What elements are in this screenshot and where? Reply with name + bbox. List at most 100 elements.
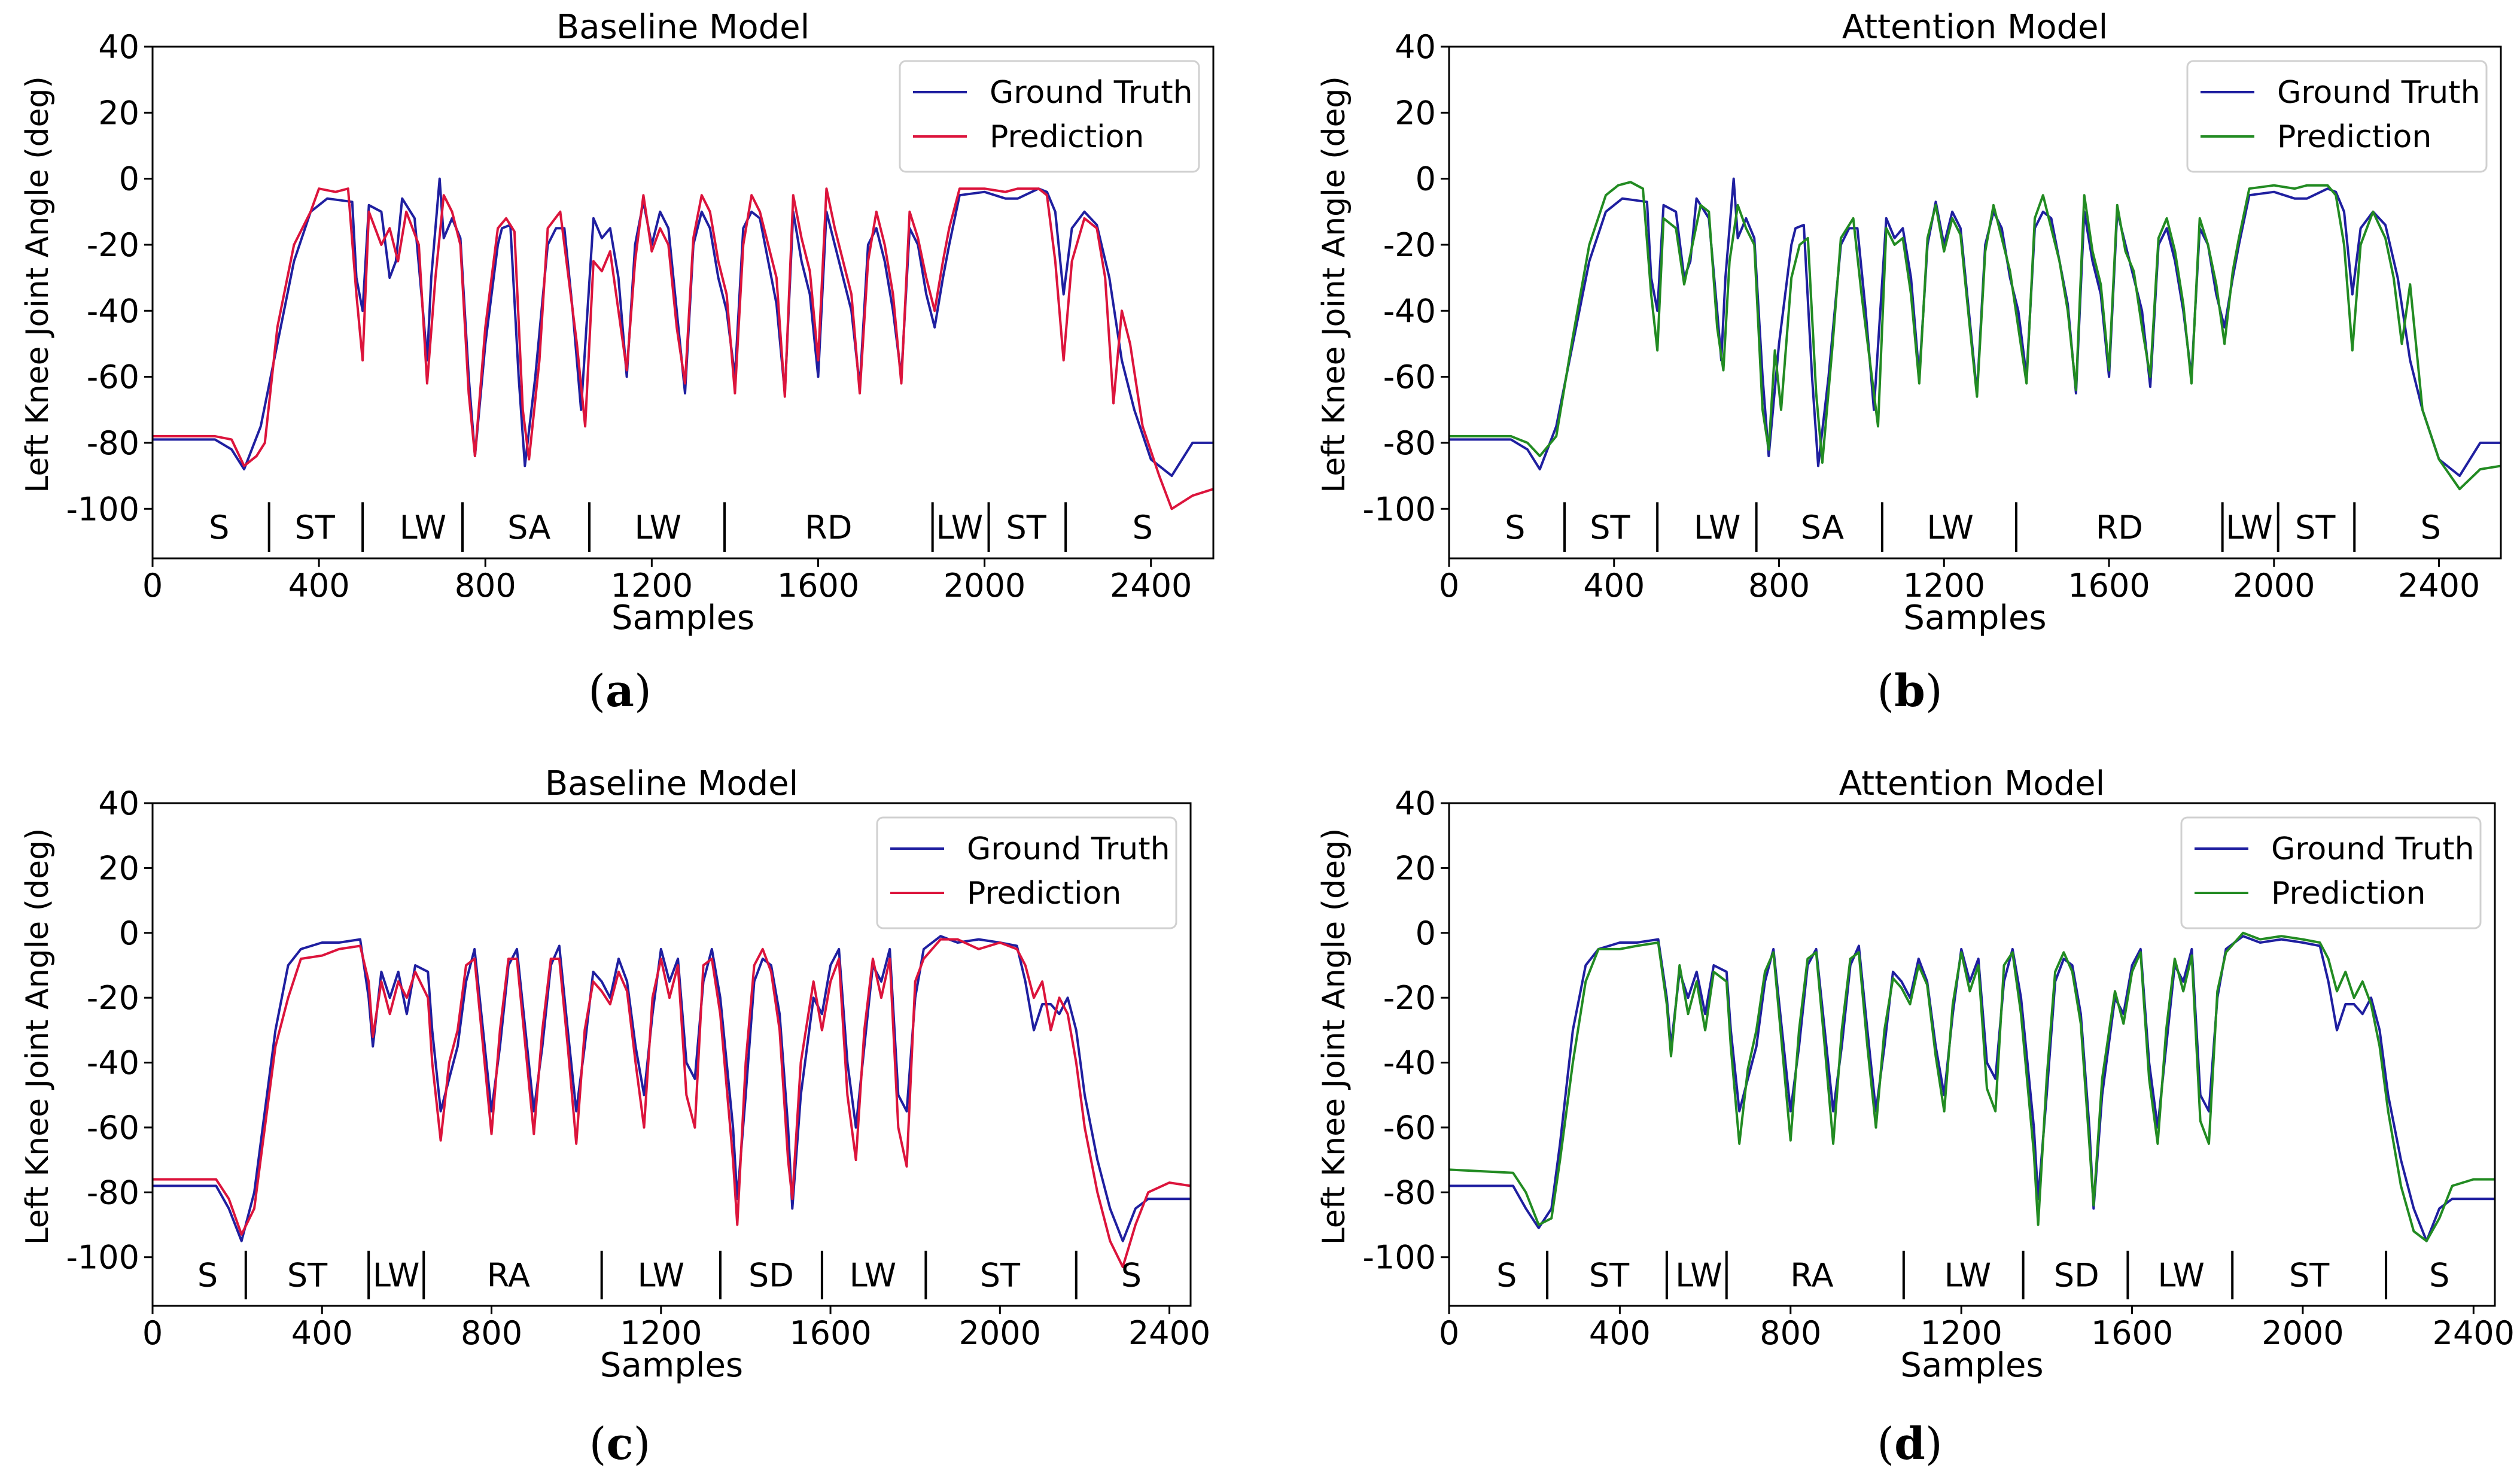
x-tick-label: 2400	[1128, 1314, 1210, 1352]
phase-label: S	[2421, 509, 2441, 546]
phase-label: LW	[635, 509, 682, 546]
y-axis-label: Left Knee Joint Angle (deg)	[1316, 76, 1352, 493]
legend-label: Ground Truth	[2277, 75, 2481, 111]
legend: Ground Truth Prediction	[2186, 60, 2488, 173]
phase-label: LW	[936, 509, 984, 546]
x-tick-label: 2400	[2433, 1314, 2515, 1352]
y-tick-label: -60	[1383, 1109, 1436, 1147]
legend-label: Ground Truth	[990, 75, 1193, 111]
phase-label: SD	[748, 1256, 794, 1294]
series-line-prediction	[153, 187, 1213, 510]
y-tick-label: -40	[1383, 292, 1436, 330]
y-tick-label: -60	[1383, 358, 1436, 396]
legend-label: Ground Truth	[2271, 831, 2475, 867]
x-tick-label: 1200	[1920, 1314, 2002, 1352]
x-tick-label: 800	[455, 567, 516, 604]
x-tick-label: 1600	[2091, 1314, 2173, 1352]
axes-frame	[151, 45, 1215, 560]
y-tick-label: 20	[1395, 94, 1436, 132]
x-tick-label: 1200	[611, 567, 693, 604]
legend-label: Prediction	[2271, 876, 2425, 911]
phase-label: ST	[2295, 509, 2336, 546]
x-tick-label: 400	[288, 567, 350, 604]
series-line-prediction	[153, 938, 1191, 1268]
y-tick-label: 20	[1395, 849, 1436, 887]
chart-title: Attention Model	[1842, 8, 2108, 47]
legend-box	[899, 60, 1200, 173]
panel-label-d: (d)	[1877, 1418, 1943, 1470]
legend: Ground Truth Prediction	[876, 816, 1177, 929]
phase-label: ST	[2289, 1256, 2330, 1294]
phase-label: SD	[2054, 1256, 2099, 1294]
panel-label-a: (a)	[588, 665, 652, 717]
legend-label: Prediction	[2277, 119, 2431, 155]
x-tick-label: 0	[142, 567, 163, 604]
y-axis-label: Left Knee Joint Angle (deg)	[20, 76, 56, 493]
x-tick-label: 0	[1439, 567, 1459, 604]
phase-label: RD	[2096, 509, 2143, 546]
axes-frame	[151, 802, 1192, 1307]
phase-label: ST	[980, 1256, 1021, 1294]
x-tick-label: 1600	[789, 1314, 871, 1352]
legend: Ground Truth Prediction	[2180, 816, 2482, 929]
y-tick-label: -100	[1362, 1239, 1436, 1277]
legend-label: Ground Truth	[967, 831, 1170, 867]
phase-label: S	[2429, 1256, 2449, 1294]
phase-label: LW	[373, 1256, 420, 1294]
x-axis-label: Samples	[1903, 598, 2046, 637]
phase-label: LW	[850, 1256, 897, 1294]
x-axis-label: Samples	[1900, 1346, 2043, 1385]
y-tick-label: 40	[1395, 28, 1436, 66]
phase-label: LW	[1694, 509, 1741, 546]
phase-label: RA	[1790, 1256, 1833, 1294]
series-line-prediction	[1449, 931, 2495, 1242]
y-tick-label: -100	[66, 1239, 139, 1277]
legend-box	[2180, 816, 2482, 929]
y-tick-label: -100	[66, 490, 139, 528]
legend: Ground Truth Prediction	[899, 60, 1200, 173]
series-line-ground-truth	[1449, 935, 2495, 1242]
legend-box	[876, 816, 1177, 929]
x-tick-label: 400	[1589, 1314, 1651, 1352]
phase-label: S	[1505, 509, 1525, 546]
x-tick-label: 2000	[944, 567, 1025, 604]
x-tick-label: 2400	[2398, 567, 2480, 604]
y-tick-label: -60	[87, 358, 139, 396]
y-axis-label: Left Knee Joint Angle (deg)	[1316, 828, 1352, 1245]
chart-title: Attention Model	[1839, 764, 2105, 803]
y-tick-label: -40	[87, 292, 139, 330]
y-tick-label: -40	[1383, 1044, 1436, 1082]
y-tick-label: -80	[1383, 424, 1436, 462]
x-tick-label: 1200	[620, 1314, 702, 1352]
phase-label: SA	[1801, 509, 1844, 546]
phase-label: RA	[487, 1256, 530, 1294]
x-tick-label: 2400	[1110, 567, 1192, 604]
y-tick-label: 0	[119, 914, 139, 952]
chart-title: Baseline Model	[556, 8, 809, 47]
phase-label: ST	[287, 1256, 328, 1294]
y-tick-label: 20	[98, 94, 139, 132]
x-tick-label: 400	[1583, 567, 1645, 604]
phase-label: ST	[1006, 509, 1046, 546]
phase-label: ST	[1590, 509, 1630, 546]
phase-label: LW	[2226, 509, 2273, 546]
y-tick-label: 0	[1416, 914, 1436, 952]
y-tick-label: 40	[98, 28, 139, 66]
phase-label: LW	[638, 1256, 685, 1294]
phase-label: RD	[805, 509, 852, 546]
phase-label: S	[1121, 1256, 1142, 1294]
series-line-ground-truth	[1449, 177, 2501, 478]
y-tick-label: -20	[87, 226, 139, 264]
y-tick-label: -60	[87, 1109, 139, 1147]
phase-label: ST	[1589, 1256, 1630, 1294]
x-tick-label: 1600	[777, 567, 859, 604]
y-tick-label: 0	[119, 160, 139, 198]
y-tick-label: -40	[87, 1044, 139, 1082]
y-tick-label: -20	[1383, 979, 1436, 1017]
x-tick-label: 0	[142, 1314, 163, 1352]
x-tick-label: 0	[1439, 1314, 1459, 1352]
series-line-ground-truth	[153, 935, 1191, 1242]
y-tick-label: -20	[1383, 226, 1436, 264]
